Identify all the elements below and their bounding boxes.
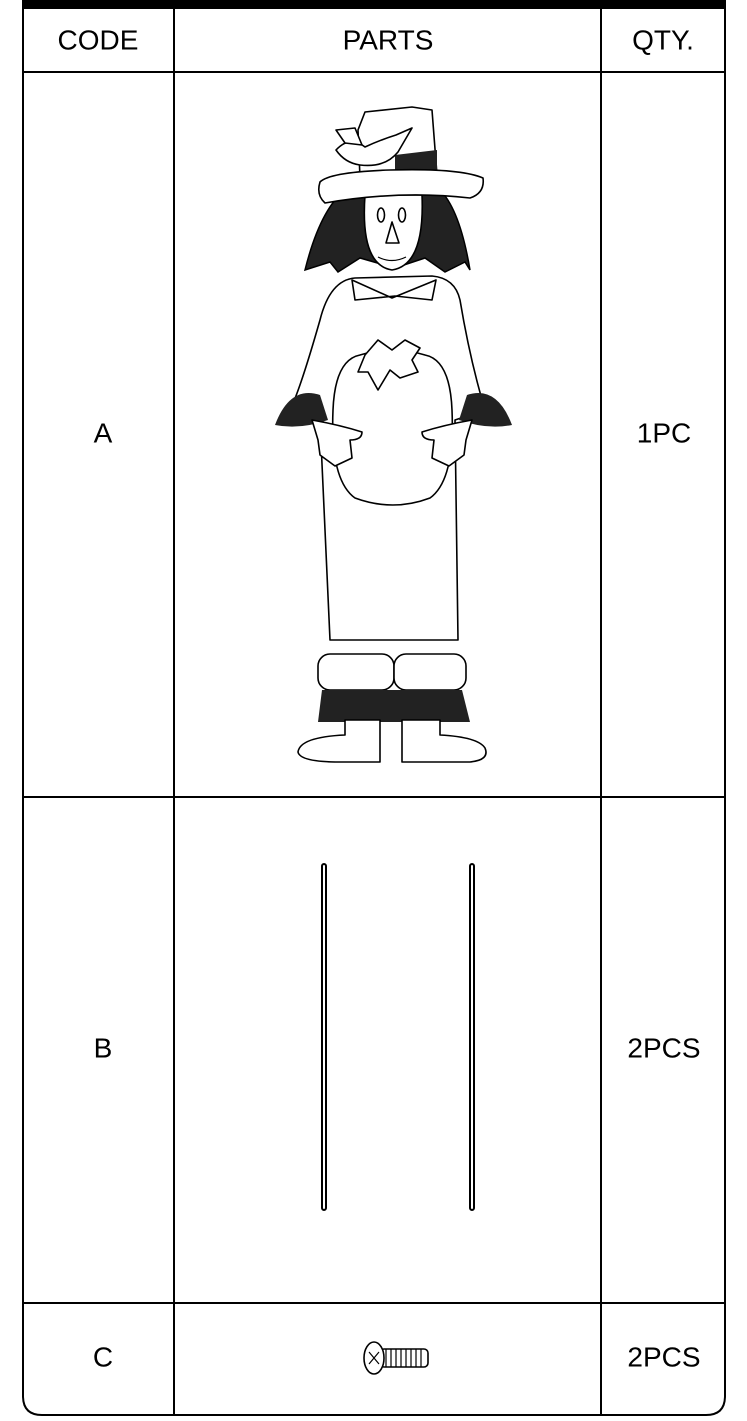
qty-cell: 1PC (637, 417, 691, 448)
qty-cell: 2PCS (627, 1341, 700, 1372)
qty-cell: 2PCS (627, 1032, 700, 1063)
top-border (22, 0, 726, 9)
code-cell: B (94, 1032, 113, 1063)
header-cell: QTY. (632, 24, 694, 55)
scarecrow-drawing (275, 106, 512, 763)
header-cell: PARTS (343, 24, 434, 55)
rod-drawing (321, 863, 327, 1211)
code-cell: A (94, 417, 113, 448)
frame (22, 9, 726, 1416)
rod-drawing (469, 863, 475, 1211)
code-cell: C (93, 1341, 113, 1372)
screw-drawing (363, 1341, 429, 1375)
header-cell: CODE (58, 24, 139, 55)
